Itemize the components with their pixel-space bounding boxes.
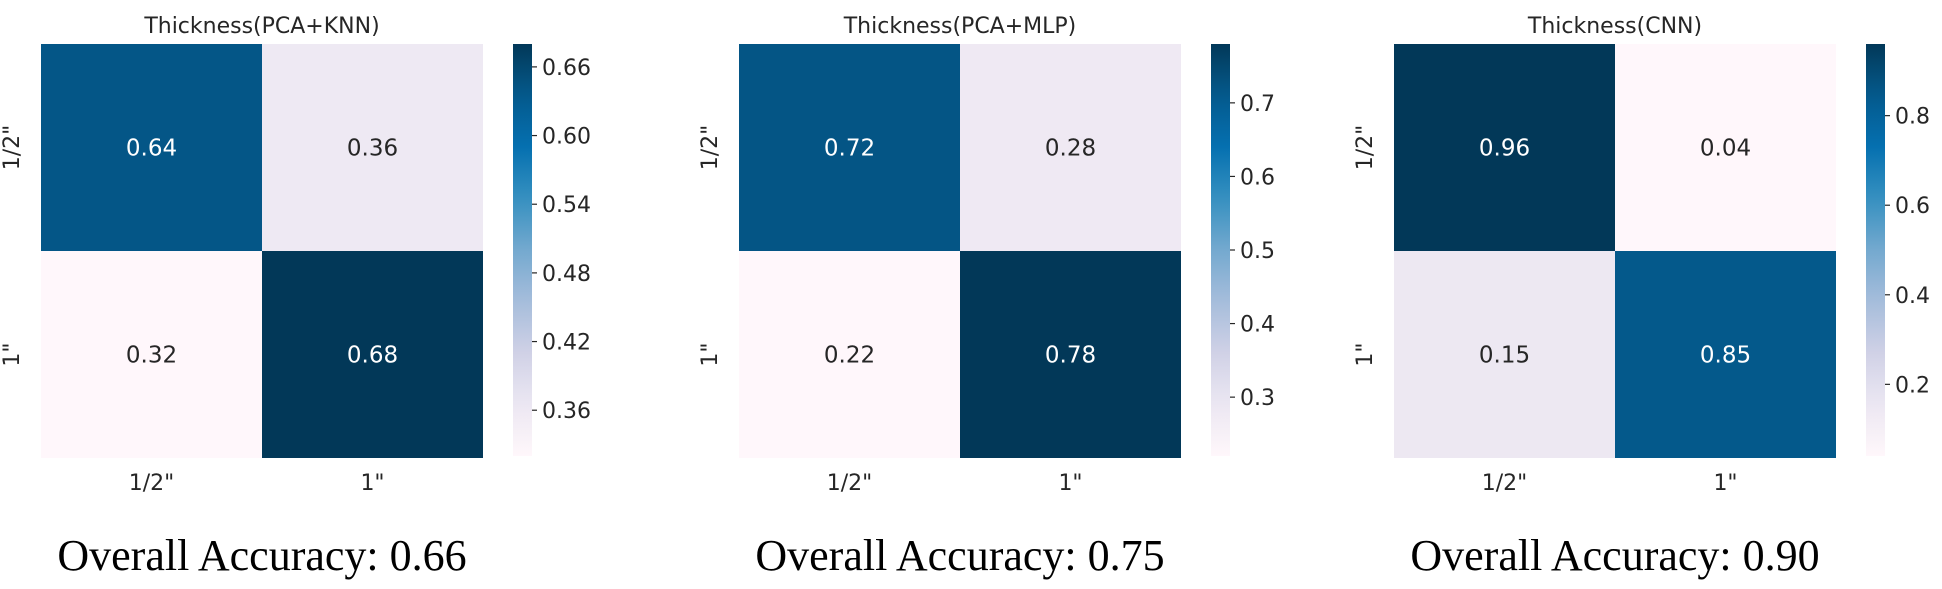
y-tick-label: 1/2" [0, 125, 25, 171]
heatmap-cell [739, 251, 960, 458]
heatmap-cell [41, 251, 262, 458]
heatmap-cell [1615, 251, 1836, 458]
cell-value-label: 0.22 [824, 343, 875, 369]
y-tick-label: 1/2" [1353, 125, 1378, 171]
x-tick-label: 1/2" [1482, 471, 1528, 496]
y-tick-label: 1" [0, 342, 25, 366]
cell-value-label: 0.96 [1479, 136, 1530, 162]
heatmap-panel-3: Thickness(CNN) 0.96 0.04 0.15 0.85 1/2" 1" 1/2"… [1353, 14, 1930, 580]
overall-accuracy-caption: Overall Accuracy: 0.66 [57, 531, 466, 580]
colorbar-tick-label: 0.6 [1240, 165, 1275, 190]
heatmap-cell [262, 251, 483, 458]
colorbar-tick-label: 0.2 [1895, 373, 1930, 398]
heatmap-panel-1: Thickness(PCA+KNN) 0.64 0.36 0.32 0.68 1/2" 1"… [0, 14, 591, 580]
overall-accuracy-caption: Overall Accuracy: 0.90 [1410, 531, 1819, 580]
panel-title: Thickness(CNN) [1527, 14, 1702, 39]
y-tick-label: 1/2" [698, 125, 723, 171]
heatmap-cell [960, 251, 1181, 458]
cell-value-label: 0.85 [1700, 343, 1751, 369]
colorbar-tick-label: 0.8 [1895, 105, 1930, 130]
cell-value-label: 0.64 [126, 136, 177, 162]
heatmap-cell [1394, 44, 1615, 251]
colorbar [1211, 44, 1230, 456]
cell-value-label: 0.72 [824, 136, 875, 162]
colorbar-tick-label: 0.4 [1895, 284, 1930, 309]
x-tick-label: 1" [1713, 471, 1737, 496]
colorbar-tick-label: 0.4 [1240, 313, 1275, 338]
y-tick-label: 1" [698, 342, 723, 366]
colorbar [513, 44, 532, 456]
heatmap-cell [41, 44, 262, 251]
heatmap-cell [960, 44, 1181, 251]
colorbar-tick-label: 0.6 [1895, 194, 1930, 219]
panel-title: Thickness(PCA+MLP) [843, 14, 1077, 39]
x-tick-label: 1" [360, 471, 384, 496]
x-tick-label: 1/2" [827, 471, 873, 496]
cell-value-label: 0.78 [1045, 343, 1096, 369]
colorbar-tick-label: 0.54 [542, 193, 591, 218]
heatmap-cell [739, 44, 960, 251]
cell-value-label: 0.36 [347, 136, 398, 162]
cell-value-label: 0.04 [1700, 136, 1751, 162]
cell-value-label: 0.28 [1045, 136, 1096, 162]
y-tick-label: 1" [1353, 342, 1378, 366]
cell-value-label: 0.68 [347, 343, 398, 369]
colorbar [1866, 44, 1885, 456]
heatmap-cell [262, 44, 483, 251]
cell-value-label: 0.32 [126, 343, 177, 369]
colorbar-tick-label: 0.36 [542, 399, 591, 424]
overall-accuracy-caption: Overall Accuracy: 0.75 [755, 531, 1164, 580]
colorbar-tick-label: 0.42 [542, 331, 591, 356]
colorbar-tick-label: 0.66 [542, 56, 591, 81]
heatmap-cell [1394, 251, 1615, 458]
x-tick-label: 1/2" [129, 471, 175, 496]
cell-value-label: 0.15 [1479, 343, 1530, 369]
colorbar-tick-label: 0.60 [542, 125, 591, 150]
heatmap-panel-2: Thickness(PCA+MLP) 0.72 0.28 0.22 0.78 1/2" 1"… [698, 14, 1275, 580]
colorbar-tick-label: 0.48 [542, 262, 591, 287]
colorbar-tick-label: 0.7 [1240, 92, 1275, 117]
panel-title: Thickness(PCA+KNN) [143, 14, 379, 39]
colorbar-tick-label: 0.5 [1240, 239, 1275, 264]
heatmap-cell [1615, 44, 1836, 251]
colorbar-tick-label: 0.3 [1240, 386, 1275, 411]
x-tick-label: 1" [1058, 471, 1082, 496]
